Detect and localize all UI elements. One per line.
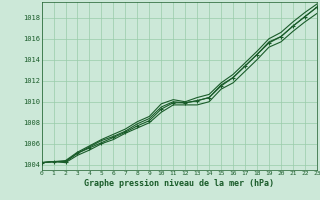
X-axis label: Graphe pression niveau de la mer (hPa): Graphe pression niveau de la mer (hPa) [84, 179, 274, 188]
